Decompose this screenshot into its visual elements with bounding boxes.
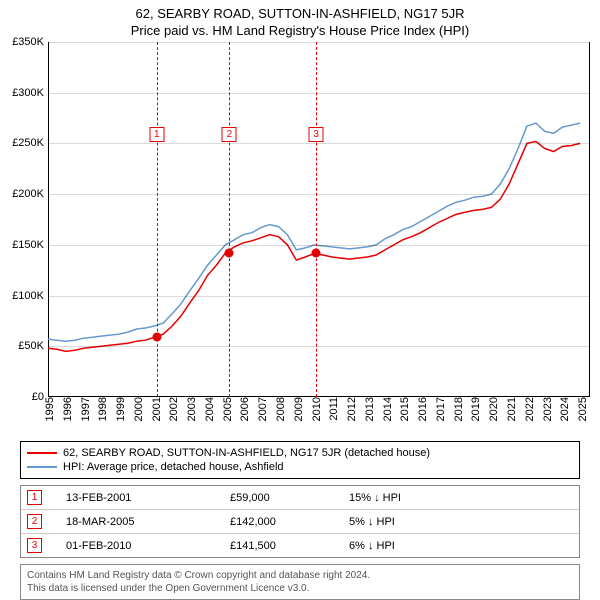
marker-vline: [229, 42, 230, 397]
table-row: 3 01-FEB-2010 £141,500 6% ↓ HPI: [21, 533, 579, 557]
row-pct-vs-hpi: 5% ↓ HPI: [349, 516, 469, 528]
gridline: [48, 143, 589, 144]
xtick-label: 1998: [93, 397, 109, 421]
marker-box: 3: [309, 127, 324, 142]
xtick-label: 1999: [111, 397, 127, 421]
xtick-label: 2000: [129, 397, 145, 421]
legend-item: 62, SEARBY ROAD, SUTTON-IN-ASHFIELD, NG1…: [27, 446, 573, 460]
xtick-label: 2005: [218, 397, 234, 421]
xtick-label: 2015: [395, 397, 411, 421]
legend-label: 62, SEARBY ROAD, SUTTON-IN-ASHFIELD, NG1…: [63, 447, 430, 459]
footer-attribution: Contains HM Land Registry data © Crown c…: [20, 564, 580, 600]
chart-title-main: 62, SEARBY ROAD, SUTTON-IN-ASHFIELD, NG1…: [0, 0, 600, 21]
chart-area: £0£50K£100K£150K£200K£250K£300K£350K1995…: [48, 42, 590, 397]
xtick-label: 2022: [520, 397, 536, 421]
xtick-label: 2009: [289, 397, 305, 421]
xtick-label: 2017: [431, 397, 447, 421]
ytick-label: £350K: [12, 36, 44, 48]
xtick-label: 2016: [413, 397, 429, 421]
xtick-label: 2024: [555, 397, 571, 421]
row-date: 01-FEB-2010: [66, 540, 226, 552]
xtick-label: 2007: [253, 397, 269, 421]
series-blue: [48, 123, 580, 341]
row-marker-number: 2: [27, 514, 42, 529]
gridline: [48, 194, 589, 195]
row-date: 18-MAR-2005: [66, 516, 226, 528]
xtick-label: 2010: [307, 397, 323, 421]
marker-vline: [157, 42, 158, 397]
xtick-label: 2014: [378, 397, 394, 421]
ytick-label: £300K: [12, 87, 44, 99]
xtick-label: 2018: [449, 397, 465, 421]
marker-box: 1: [149, 127, 164, 142]
legend-swatch: [27, 452, 57, 454]
row-pct-vs-hpi: 6% ↓ HPI: [349, 540, 469, 552]
xtick-label: 2023: [538, 397, 554, 421]
row-date: 13-FEB-2001: [66, 492, 226, 504]
ytick-label: £50K: [18, 340, 44, 352]
container: 62, SEARBY ROAD, SUTTON-IN-ASHFIELD, NG1…: [0, 0, 600, 590]
legend-label: HPI: Average price, detached house, Ashf…: [63, 461, 284, 473]
chart-title-sub: Price paid vs. HM Land Registry's House …: [0, 21, 600, 42]
price-table: 1 13-FEB-2001 £59,000 15% ↓ HPI 2 18-MAR-2005…: [20, 485, 580, 558]
xtick-label: 2001: [147, 397, 163, 421]
legend-swatch: [27, 466, 57, 468]
footer-line-2: This data is licensed under the Open Gov…: [27, 582, 573, 595]
row-marker-number: 1: [27, 490, 42, 505]
marker-dot: [225, 248, 234, 257]
marker-box: 2: [222, 127, 237, 142]
gridline: [48, 42, 589, 43]
gridline: [48, 346, 589, 347]
marker-vline: [316, 42, 317, 397]
footer-line-1: Contains HM Land Registry data © Crown c…: [27, 569, 573, 582]
row-price: £59,000: [230, 492, 345, 504]
xtick-label: 2008: [271, 397, 287, 421]
ytick-label: £250K: [12, 137, 44, 149]
xtick-label: 2011: [324, 397, 340, 421]
gridline: [48, 296, 589, 297]
xtick-label: 1995: [40, 397, 56, 421]
row-marker-number: 3: [27, 538, 42, 553]
legend: 62, SEARBY ROAD, SUTTON-IN-ASHFIELD, NG1…: [20, 441, 580, 479]
ytick-label: £100K: [12, 290, 44, 302]
marker-dot: [152, 333, 161, 342]
xtick-label: 2012: [342, 397, 358, 421]
xtick-label: 2019: [466, 397, 482, 421]
ytick-label: £150K: [12, 239, 44, 251]
row-price: £142,000: [230, 516, 345, 528]
table-row: 2 18-MAR-2005 £142,000 5% ↓ HPI: [21, 509, 579, 533]
row-price: £141,500: [230, 540, 345, 552]
xtick-label: 2020: [484, 397, 500, 421]
row-pct-vs-hpi: 15% ↓ HPI: [349, 492, 469, 504]
gridline: [48, 245, 589, 246]
xtick-label: 1997: [76, 397, 92, 421]
marker-dot: [312, 249, 321, 258]
gridline: [48, 93, 589, 94]
table-row: 1 13-FEB-2001 £59,000 15% ↓ HPI: [21, 486, 579, 509]
series-red: [48, 141, 580, 351]
ytick-label: £200K: [12, 188, 44, 200]
chart-lines: [48, 42, 589, 397]
xtick-label: 2004: [200, 397, 216, 421]
legend-item: HPI: Average price, detached house, Ashf…: [27, 460, 573, 474]
xtick-label: 2002: [164, 397, 180, 421]
xtick-label: 2003: [182, 397, 198, 421]
xtick-label: 1996: [58, 397, 74, 421]
xtick-label: 2013: [360, 397, 376, 421]
xtick-label: 2021: [502, 397, 518, 421]
xtick-label: 2025: [573, 397, 589, 421]
xtick-label: 2006: [235, 397, 251, 421]
